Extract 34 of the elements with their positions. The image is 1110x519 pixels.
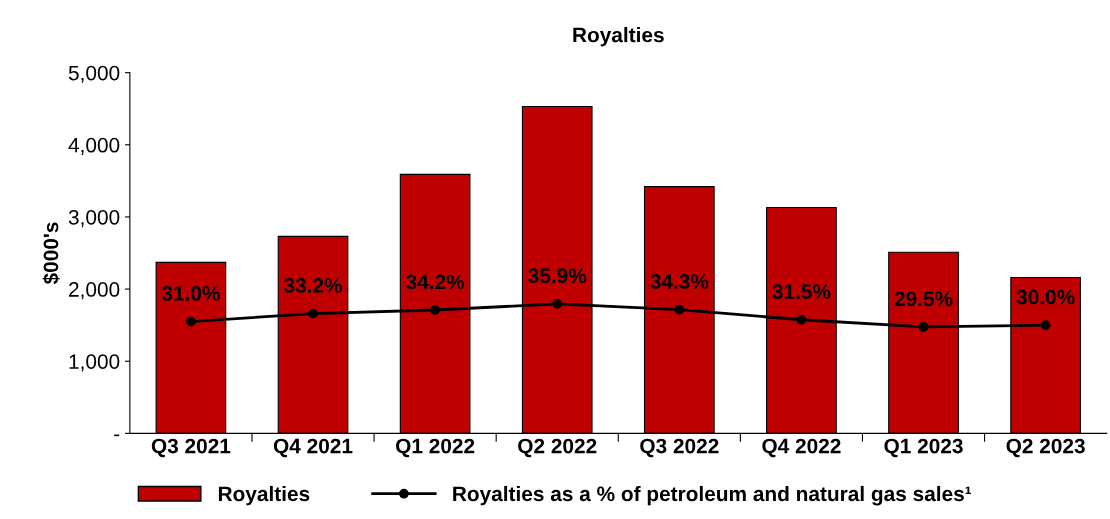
data-label: 31.0% — [161, 286, 220, 301]
data-label: 30.0% — [1016, 289, 1075, 305]
data-label: 29.5% — [894, 291, 953, 307]
data-label: 34.3% — [650, 274, 709, 289]
point — [308, 308, 318, 319]
point — [918, 322, 929, 332]
point — [796, 314, 807, 325]
point — [552, 299, 563, 309]
x-tick-label: Q2 2022 — [518, 438, 597, 458]
x-tick-label: Q4 2021 — [273, 438, 353, 458]
data-label: 31.5% — [772, 284, 831, 299]
x-tick-label: Q1 2022 — [396, 438, 475, 458]
legend-label: Royalties — [218, 485, 310, 506]
legend-label: Royalties as a % of petroleum and natural gas sales¹ — [453, 485, 972, 506]
x-tick-label: Q1 2023 — [884, 438, 963, 458]
chart-title: Royalties — [573, 27, 664, 47]
point — [674, 304, 685, 315]
x-tick-label: Q3 2021 — [151, 438, 231, 458]
y-axis-title: $000's — [42, 222, 60, 285]
y-tick-label: 4,000 — [68, 137, 120, 156]
y-tick-label: 1,000 — [69, 354, 120, 372]
x-tick-label: Q4 2022 — [762, 438, 841, 458]
y-tick-label: - — [114, 434, 120, 437]
point — [1040, 320, 1051, 331]
y-tick-label: 5,000 — [68, 65, 120, 83]
x-tick-label: Q3 2022 — [640, 438, 719, 458]
data-label: 34.2% — [406, 274, 465, 290]
y-tick-label: 2,000 — [69, 282, 120, 300]
x-tick-label: Q2 2023 — [1006, 438, 1085, 458]
y-tick-label: 3,000 — [68, 209, 120, 228]
point — [430, 305, 440, 315]
data-label: 35.9% — [528, 268, 587, 284]
point — [186, 316, 196, 327]
data-label: 33.2% — [283, 278, 343, 293]
